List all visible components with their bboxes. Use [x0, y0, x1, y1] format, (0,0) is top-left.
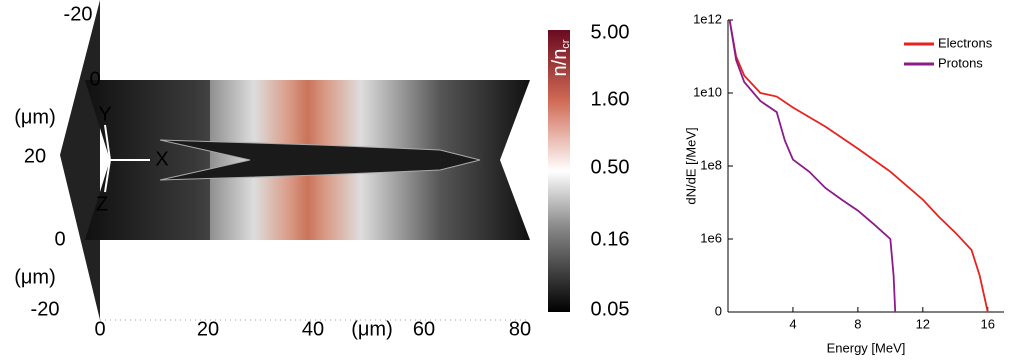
x-axis-label: 80 — [509, 318, 531, 340]
axis-glyph: Y — [98, 103, 111, 125]
y-axis-label: 20 — [24, 145, 46, 167]
x-axis-label: (μm) — [351, 318, 393, 340]
y-tick-label: 1e6 — [700, 230, 722, 245]
y-axis-label: (μm) — [14, 106, 56, 128]
y-tick-label: 1e8 — [700, 157, 722, 172]
axis-glyph: Z — [96, 193, 108, 215]
colorbar-label-sub: cr — [560, 39, 572, 49]
x-axis-title: Energy [MeV] — [827, 340, 906, 355]
x-tick-label: 12 — [916, 316, 930, 331]
colorbar — [548, 30, 570, 312]
colorbar-tick-label: 0.05 — [591, 298, 630, 320]
y-axis-label: (μm) — [14, 266, 56, 288]
y-axis-label: 0 — [89, 68, 100, 90]
line-series — [728, 19, 897, 313]
colorbar-tick-label: 5.00 — [591, 21, 630, 43]
colorbar-tick-label: 1.60 — [591, 88, 630, 110]
legend-label: Protons — [938, 55, 983, 70]
colorbar-tick-label: 0.16 — [591, 228, 630, 250]
y-axis-label: 0 — [54, 228, 65, 250]
x-axis-label: 60 — [413, 318, 435, 340]
x-tick-label: 4 — [789, 316, 796, 331]
y-axis-label: -20 — [31, 298, 60, 320]
colorbar-tick-label: 0.50 — [591, 156, 630, 178]
y-axis-title: dN/dE [/MeV] — [683, 127, 698, 204]
y-tick-label: 1e12 — [693, 11, 722, 26]
x-tick-label: 16 — [981, 316, 995, 331]
x-axis-label: 20 — [197, 318, 219, 340]
x-tick-label: 8 — [854, 316, 861, 331]
channel — [159, 139, 481, 181]
colorbar-label: n/ncr — [549, 39, 572, 76]
y-axis-label: -20 — [64, 3, 93, 25]
legend-label: Electrons — [938, 35, 993, 50]
axis-arrow — [104, 124, 111, 161]
x-axis-label: 40 — [302, 318, 324, 340]
colorbar-label-main: n/n — [549, 49, 571, 77]
line-series — [728, 19, 989, 313]
y-tick-label: 0 — [715, 303, 722, 318]
axis-glyph: X — [155, 148, 168, 170]
axis-arrow — [104, 159, 111, 193]
y-tick-label: 1e10 — [693, 84, 722, 99]
render — [60, 0, 570, 321]
side-plane — [60, 0, 100, 320]
x-axis-label: 0 — [94, 318, 105, 340]
